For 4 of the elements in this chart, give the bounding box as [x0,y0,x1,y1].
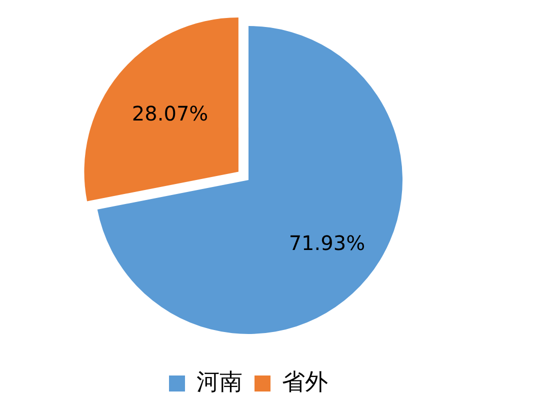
data-label: 71.93% [288,230,366,255]
legend-label: 河南 [196,369,242,396]
data-label: 28.07% [132,102,208,126]
legend-label: 省外 [282,369,328,396]
